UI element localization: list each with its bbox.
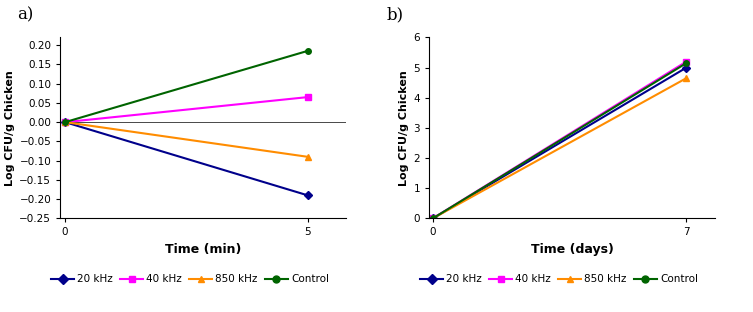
Y-axis label: Log CFU/g Chicken: Log CFU/g Chicken xyxy=(399,70,410,186)
Legend: 20 kHz, 40 kHz, 850 kHz, Control: 20 kHz, 40 kHz, 850 kHz, Control xyxy=(420,274,698,284)
Y-axis label: Log CFU/g Chicken: Log CFU/g Chicken xyxy=(5,70,15,186)
X-axis label: Time (days): Time (days) xyxy=(531,243,614,256)
Text: b): b) xyxy=(386,6,404,23)
Legend: 20 kHz, 40 kHz, 850 kHz, Control: 20 kHz, 40 kHz, 850 kHz, Control xyxy=(51,274,329,284)
Text: a): a) xyxy=(17,6,34,23)
X-axis label: Time (min): Time (min) xyxy=(165,243,242,256)
